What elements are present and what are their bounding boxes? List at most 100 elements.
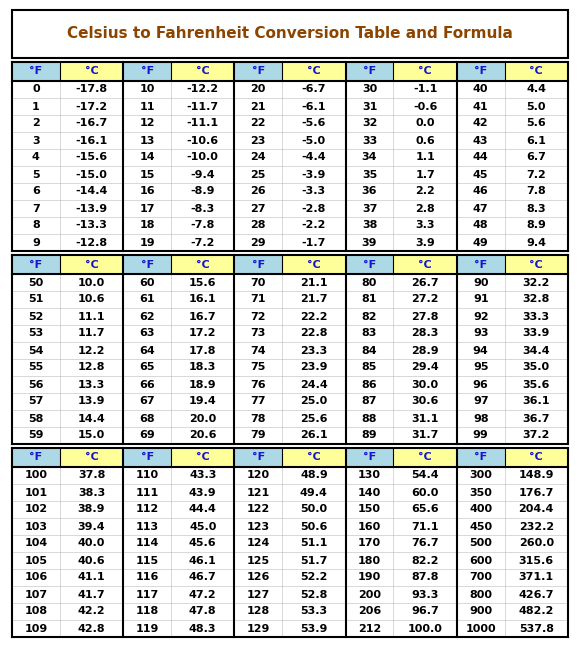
Text: 16: 16 <box>139 187 155 197</box>
Text: 85: 85 <box>362 362 377 372</box>
Text: 49.4: 49.4 <box>300 488 328 498</box>
Text: 12: 12 <box>139 119 155 129</box>
Bar <box>505 255 568 274</box>
Text: 109: 109 <box>24 624 48 634</box>
Text: 76: 76 <box>251 379 266 389</box>
Text: 20.0: 20.0 <box>189 414 216 424</box>
Text: °F: °F <box>140 67 154 77</box>
Text: 3.9: 3.9 <box>415 238 435 248</box>
Text: 32.2: 32.2 <box>523 277 550 288</box>
Text: 41.7: 41.7 <box>78 589 106 599</box>
Text: 42: 42 <box>473 119 488 129</box>
Text: 110: 110 <box>136 471 159 480</box>
Text: 57: 57 <box>28 397 44 407</box>
Text: 95: 95 <box>473 362 488 372</box>
Text: 29.4: 29.4 <box>411 362 439 372</box>
Text: 36: 36 <box>362 187 377 197</box>
Text: 41: 41 <box>473 102 488 112</box>
Text: 65: 65 <box>139 362 155 372</box>
Text: -17.2: -17.2 <box>75 102 107 112</box>
Text: °F: °F <box>363 453 376 463</box>
Text: 1000: 1000 <box>465 624 496 634</box>
Text: °C: °C <box>85 453 99 463</box>
Text: 102: 102 <box>24 504 48 515</box>
Text: 87.8: 87.8 <box>411 572 439 583</box>
Text: -12.2: -12.2 <box>187 84 219 94</box>
Text: 6.1: 6.1 <box>527 135 546 145</box>
Text: 19: 19 <box>139 238 155 248</box>
Text: 124: 124 <box>246 539 270 548</box>
Text: °F: °F <box>140 259 154 269</box>
Text: 37: 37 <box>362 203 377 213</box>
Text: 26.7: 26.7 <box>411 277 439 288</box>
Text: 74: 74 <box>251 345 266 356</box>
Text: -11.7: -11.7 <box>187 102 219 112</box>
Text: 35: 35 <box>362 170 377 180</box>
Text: 350: 350 <box>469 488 492 498</box>
Text: 100: 100 <box>24 471 48 480</box>
Text: 107: 107 <box>24 589 48 599</box>
Text: 39.4: 39.4 <box>78 521 106 531</box>
Text: 39: 39 <box>362 238 377 248</box>
Text: -12.8: -12.8 <box>75 238 107 248</box>
Text: °F: °F <box>140 453 154 463</box>
Text: 27.8: 27.8 <box>411 312 439 321</box>
Text: 25.0: 25.0 <box>300 397 328 407</box>
Text: 47.8: 47.8 <box>189 607 216 616</box>
Text: 260.0: 260.0 <box>519 539 554 548</box>
Text: 3: 3 <box>32 135 39 145</box>
Text: 16.1: 16.1 <box>189 294 216 304</box>
Text: 90: 90 <box>473 277 488 288</box>
Text: °F: °F <box>252 259 265 269</box>
Text: 42.2: 42.2 <box>78 607 106 616</box>
Text: 67: 67 <box>139 397 155 407</box>
Text: 20: 20 <box>251 84 266 94</box>
Text: 17.2: 17.2 <box>189 329 216 339</box>
Text: 200: 200 <box>358 589 381 599</box>
Text: 130: 130 <box>358 471 381 480</box>
Text: 75: 75 <box>251 362 266 372</box>
Text: °F: °F <box>474 259 487 269</box>
Text: 13: 13 <box>139 135 155 145</box>
Text: 69: 69 <box>139 430 155 440</box>
Text: 600: 600 <box>469 556 492 566</box>
Text: 53.9: 53.9 <box>300 624 328 634</box>
Text: 99: 99 <box>473 430 488 440</box>
Bar <box>171 255 234 274</box>
Text: 4.4: 4.4 <box>526 84 546 94</box>
Text: 20.6: 20.6 <box>189 430 216 440</box>
Text: °F: °F <box>363 259 376 269</box>
Text: -16.1: -16.1 <box>75 135 108 145</box>
Text: 1.1: 1.1 <box>415 152 435 162</box>
Text: 96.7: 96.7 <box>411 607 439 616</box>
Text: 21.1: 21.1 <box>300 277 328 288</box>
Text: 66: 66 <box>139 379 155 389</box>
Text: -16.7: -16.7 <box>75 119 108 129</box>
Text: -13.9: -13.9 <box>75 203 107 213</box>
Text: 82: 82 <box>362 312 377 321</box>
Text: 35.0: 35.0 <box>523 362 550 372</box>
Text: 160: 160 <box>358 521 381 531</box>
Text: 51.7: 51.7 <box>300 556 328 566</box>
Text: 36.1: 36.1 <box>523 397 550 407</box>
Text: 18.9: 18.9 <box>189 379 216 389</box>
Text: 34.4: 34.4 <box>523 345 550 356</box>
Text: °C: °C <box>196 453 209 463</box>
Bar <box>123 255 171 274</box>
Text: -4.4: -4.4 <box>302 152 326 162</box>
Bar <box>346 448 393 467</box>
Text: 22.2: 22.2 <box>300 312 328 321</box>
Text: 140: 140 <box>358 488 381 498</box>
Bar <box>12 255 568 444</box>
Text: 72: 72 <box>251 312 266 321</box>
Text: 79: 79 <box>251 430 266 440</box>
Text: °F: °F <box>252 453 265 463</box>
Text: 33.3: 33.3 <box>523 312 550 321</box>
Text: 46.1: 46.1 <box>189 556 216 566</box>
Text: 23.9: 23.9 <box>300 362 328 372</box>
Bar <box>12 62 568 251</box>
Text: 21.7: 21.7 <box>300 294 328 304</box>
Text: -5.0: -5.0 <box>302 135 326 145</box>
Text: 55: 55 <box>28 362 44 372</box>
Text: 180: 180 <box>358 556 381 566</box>
